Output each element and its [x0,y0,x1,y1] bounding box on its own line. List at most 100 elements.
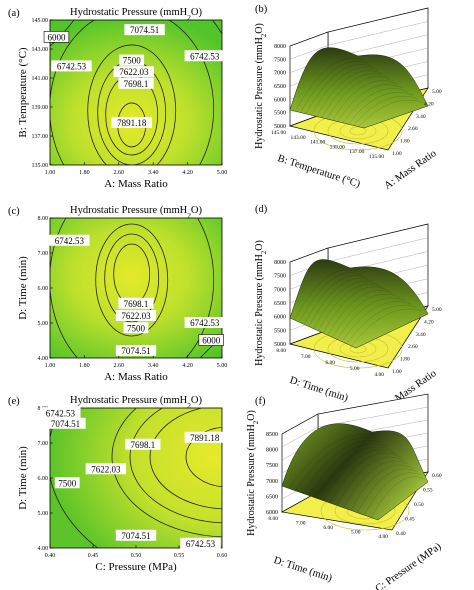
surface-mesh [303,275,367,325]
contour-7074 [50,20,215,165]
x-tick-label: 1.80 [79,363,90,369]
x-tick-label: 1.00 [45,170,56,176]
contour-plot-area [49,19,223,166]
x-tick-label: 143.00 [290,135,305,141]
z-tick-label: 6500 [274,84,286,90]
contour-label: 7891.18 [190,433,220,443]
y-tick-label: 5.00 [38,321,49,327]
contour-label-bg [118,297,154,309]
y-tick-label: 6.00 [38,286,49,292]
z-tick-label: 7500 [266,463,278,469]
contour-label-bg [180,537,221,549]
surface-mesh [350,464,413,511]
contour-label-bg [49,234,90,246]
x-tick-label: 0.55 [174,553,185,559]
y-axis-label: C: Pressure (MPa) [374,541,444,590]
contour-title-sub: 2 [187,401,191,410]
contour-label-bg [119,54,145,66]
y-tick-label: 0.40 [396,531,406,537]
contour-label: 6742.53 [46,408,76,418]
contour-label-bg [123,322,149,334]
surface-mesh [322,449,397,501]
contour-label: 6742.53 [190,51,220,61]
contour-lines [50,218,222,358]
z-tick-label: 6000 [266,510,278,516]
x-tick-label: 1.80 [79,170,90,176]
z-tick-label: 6500 [274,301,286,307]
y-tick-label: 2.60 [408,344,418,350]
x-tick-label: 8.00 [276,348,286,354]
x-tick-label: 7.00 [301,354,311,360]
x-tick-label: 2.60 [114,363,125,369]
surface-mesh [357,468,417,513]
panel-letter: (f) [255,396,266,407]
contour-title-sub: 2 [187,13,191,22]
surface-mesh [329,452,401,504]
surface-mesh [327,290,395,336]
z-tick-label: 7000 [274,71,286,77]
surface-mesh [310,67,379,116]
y-tick-label: 3.40 [416,114,426,120]
contour-label-bg [124,24,165,36]
surface-mesh [358,99,424,127]
contour-label-bg [115,529,157,541]
surface-mesh [308,278,373,327]
z-tick-label: 7000 [266,479,278,485]
contour-label-bg [115,345,157,356]
contour-label-bg [85,463,127,475]
x-tick-label: 4.00 [374,372,384,378]
surface-mesh [353,95,419,126]
x-axis-label: B: Temperature (°C) [276,153,362,190]
x-tick-label: 5.00 [350,366,360,372]
y-tick-label: 1.00 [392,151,402,157]
contour-7500 [87,44,177,165]
contour-label-bg [54,477,80,489]
x-tick-label: 7.00 [296,521,306,527]
surface-mesh [343,460,409,508]
contour-label: 7622.03 [121,311,151,321]
panel-letter: (a) [8,8,20,19]
contour-label-bg [51,60,92,72]
z-tick-label: 6000 [274,97,286,103]
x-tick-label: 5.00 [351,530,361,536]
z-axis-label-end: O) [254,240,265,251]
contour-lines [50,408,222,548]
contour-label-bg [113,66,155,78]
y-tick-label: 4.00 [38,356,49,362]
y-tick-label: 4.20 [424,101,434,107]
contour-label-bg [111,116,152,128]
z-axis-label-end: O) [246,410,257,421]
x-tick-label: 137.00 [349,149,364,155]
response-surface [289,259,429,349]
x-tick-label: 139.00 [330,144,345,150]
surface-mesh [295,437,381,491]
contour-label: 7074.51 [51,419,80,429]
contour-label: 6000 [47,32,66,42]
z-tick-label: 5500 [274,111,286,117]
y-tick-label: 139.00 [32,105,49,111]
x-tick-label: 8.00 [268,516,278,522]
response-surface [281,423,429,521]
contour-7074 [50,218,215,358]
y-tick-label: 4.20 [424,319,434,325]
z-axis-label-main: Hydrostatic Pressure (mmH [254,37,265,149]
y-tick-label: 1.00 [392,369,402,375]
y-tick-label: 7.00 [38,441,49,447]
x-tick-label: 4.20 [182,363,193,369]
z-axis-label-main: Hydrostatic Pressure (mmH [246,424,257,536]
z-tick-label: 8000 [274,44,286,50]
contour-label: 7698.1 [124,299,149,309]
y-tick-label: 2.60 [408,126,418,132]
contour-title-main: Hydrostatic Pressure (mmH [70,395,188,406]
z-axis-label-sub: 2 [260,250,268,254]
contour-label: 7500 [127,323,146,333]
z-tick-label: 7500 [274,274,286,280]
wall-grid [327,21,429,46]
y-tick-label: 5.00 [38,511,49,517]
contour-label-bg [40,407,81,419]
panel-letter: (b) [255,4,268,15]
contour-label: 6742.53 [57,61,87,71]
z-axis-label-sub: 2 [260,33,268,37]
contour-label: 7500 [123,56,142,66]
